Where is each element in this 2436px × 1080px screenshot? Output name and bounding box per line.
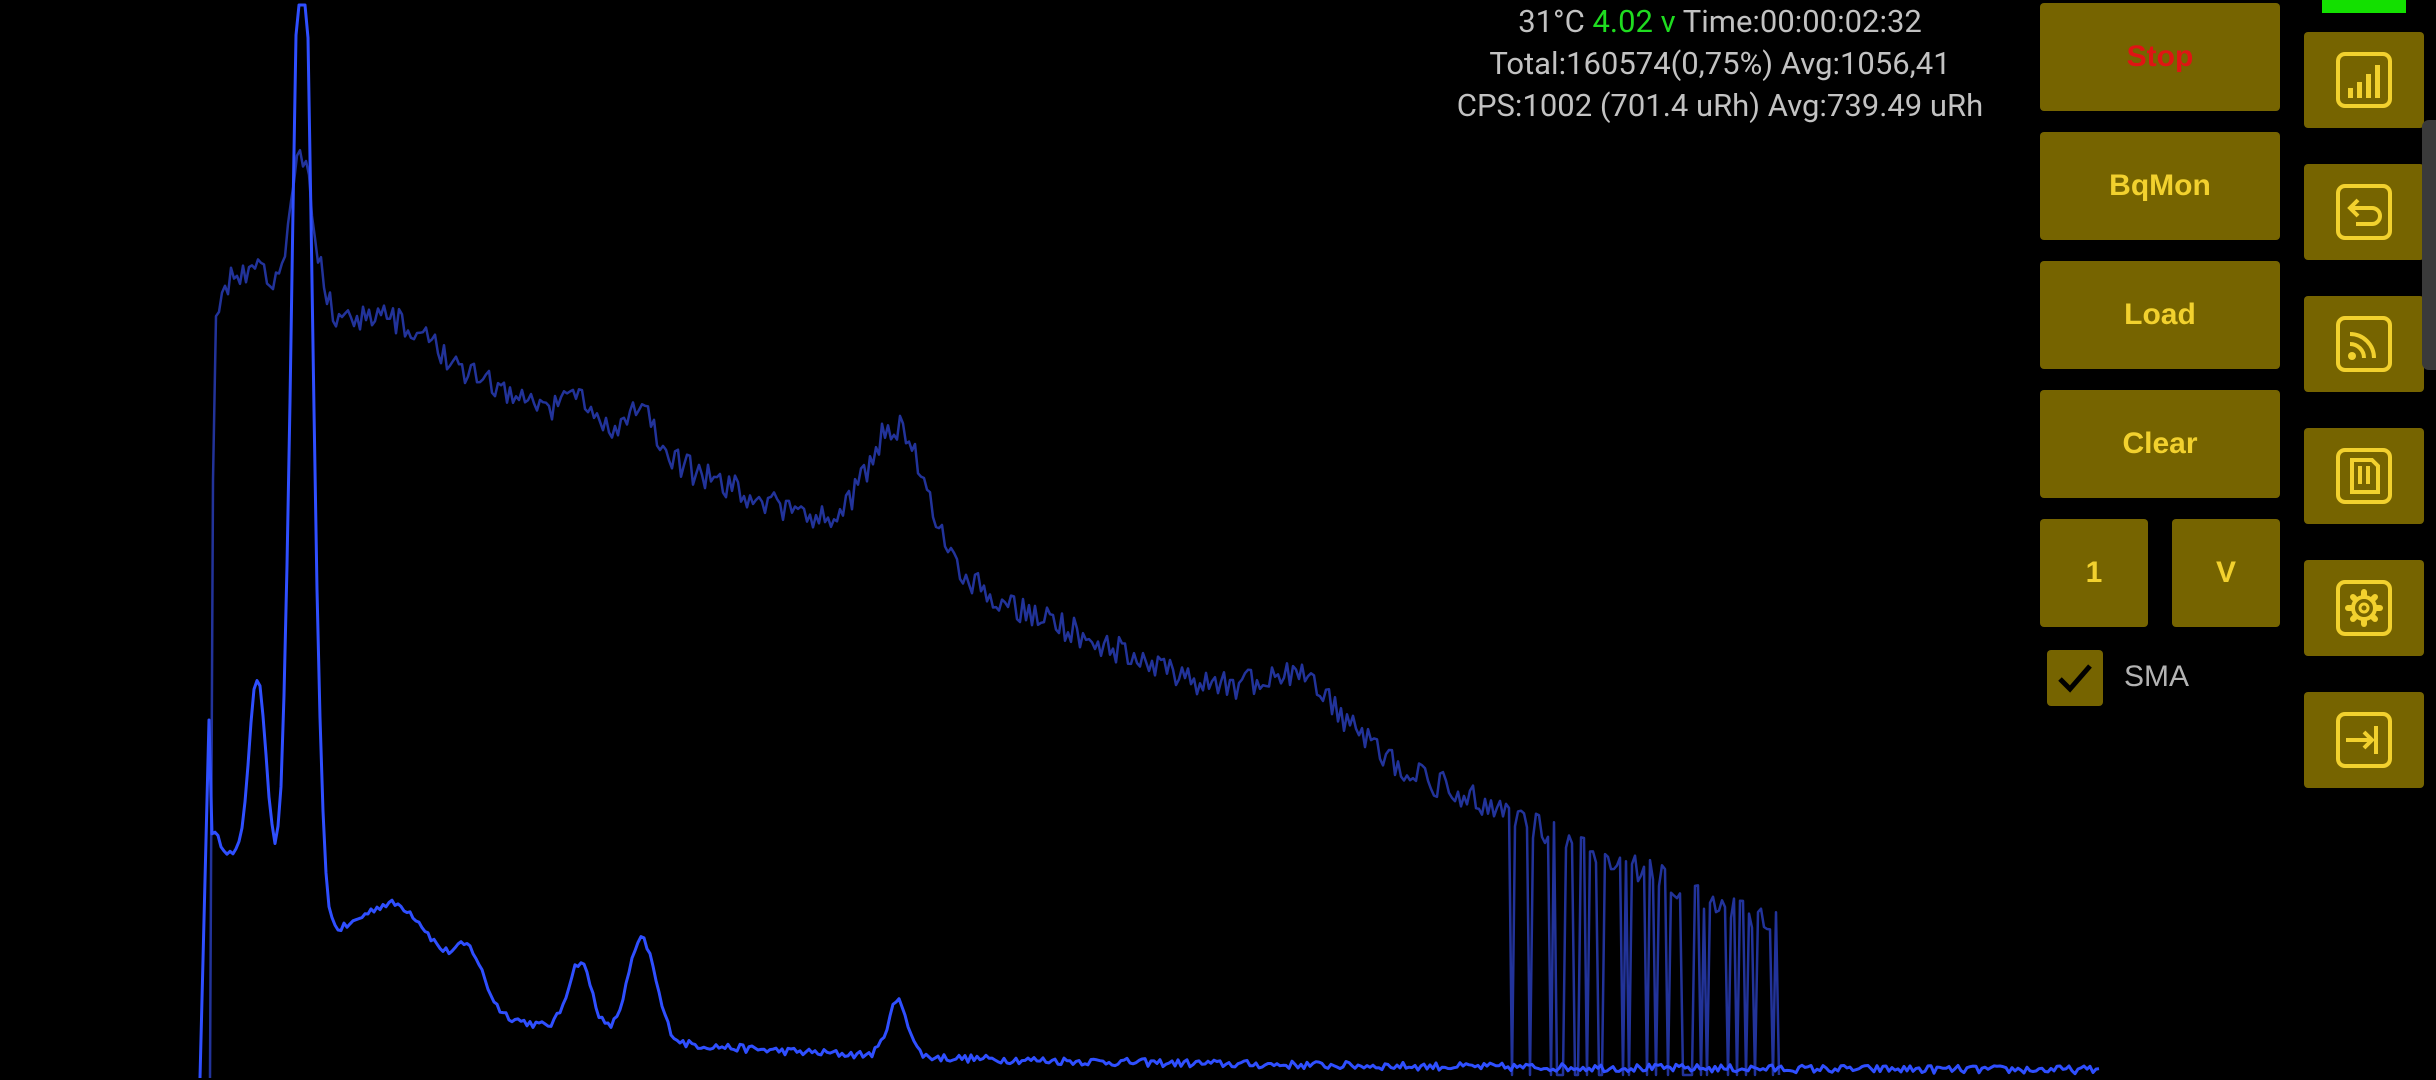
battery-indicator xyxy=(2322,0,2406,13)
status-line-temp-voltage-time: 31°C 4.02 v Time:00:00:02:32 xyxy=(1460,2,1980,42)
back-arrow-icon xyxy=(2336,184,2392,240)
cps-readout: CPS:1002 (701.4 uRh) Avg:739.49 uRh xyxy=(1456,87,1984,124)
bqmon-button[interactable]: BqMon xyxy=(2040,132,2280,240)
gear-icon xyxy=(2336,580,2392,636)
stop-button[interactable]: Stop xyxy=(2040,3,2280,111)
view-mode-v-button[interactable]: V xyxy=(2172,519,2280,627)
settings-button[interactable] xyxy=(2304,560,2424,656)
checkmark-icon xyxy=(2058,664,2092,693)
scale-one-button[interactable]: 1 xyxy=(2040,519,2148,627)
back-button[interactable] xyxy=(2304,164,2424,260)
temperature-readout: 31°C xyxy=(1518,3,1593,40)
exit-icon xyxy=(2336,712,2392,768)
time-readout: Time:00:00:02:32 xyxy=(1675,3,1922,40)
sma-label: SMA xyxy=(2124,660,2190,693)
chart-view-button[interactable] xyxy=(2304,32,2424,128)
spectrum-linear-trace xyxy=(198,3,2100,1079)
broadcast-icon xyxy=(2336,316,2392,372)
total-counts-readout: Total:160574(0,75%) Avg:1056,41 xyxy=(1489,45,1951,82)
exit-button[interactable] xyxy=(2304,692,2424,788)
sma-checkbox[interactable] xyxy=(2047,650,2103,706)
storage-button[interactable] xyxy=(2304,428,2424,524)
clear-button[interactable]: Clear xyxy=(2040,390,2280,498)
sd-card-icon xyxy=(2336,448,2392,504)
load-button[interactable]: Load xyxy=(2040,261,2280,369)
voltage-readout: 4.02 v xyxy=(1592,3,1676,40)
spectrum-log-trace xyxy=(208,148,1781,1079)
bar-chart-icon xyxy=(2336,52,2392,108)
side-scroll-handle[interactable] xyxy=(2422,120,2436,370)
broadcast-button[interactable] xyxy=(2304,296,2424,392)
